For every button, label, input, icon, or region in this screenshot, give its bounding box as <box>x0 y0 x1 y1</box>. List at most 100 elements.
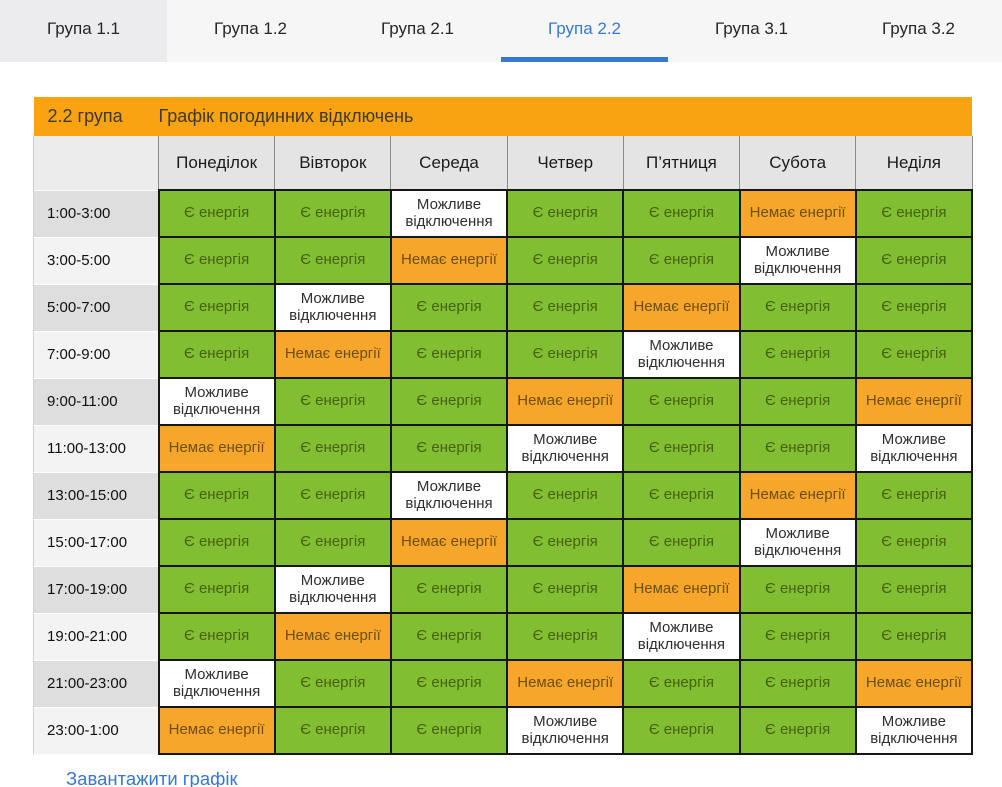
schedule-cell: Можливе відключення <box>854 424 974 473</box>
schedule-cell: Є енергія <box>854 283 974 332</box>
schedule-cell: Є енергія <box>622 236 741 285</box>
schedule-cell: Немає енергії <box>273 612 392 661</box>
schedule-content: 2.2 група Графік погодинних відключень П… <box>0 62 1002 787</box>
schedule-cell: Є енергія <box>389 706 509 755</box>
time-slot-label: 3:00-5:00 <box>33 236 159 285</box>
schedule-cell: Є енергія <box>738 283 857 332</box>
schedule-cell: Є енергія <box>389 659 509 708</box>
schedule-cell: Є енергія <box>738 659 857 708</box>
schedule-cell: Є енергія <box>273 706 392 755</box>
schedule-cell: Є енергія <box>157 612 276 661</box>
schedule-row: 7:00-9:00 Є енергія Немає енергії Є енергія… <box>33 330 974 379</box>
schedule-cell: Є енергія <box>157 330 276 379</box>
schedule-cell: Є енергія <box>506 236 625 285</box>
schedule-cell: Є енергія <box>157 518 276 567</box>
schedule-cell: Є енергія <box>389 330 509 379</box>
schedule-row: 1:00-3:00 Є енергія Є енергія Можливе відкл… <box>33 189 974 238</box>
schedule-cell: Є енергія <box>506 565 625 614</box>
time-slot-label: 11:00-13:00 <box>33 424 159 473</box>
tab-group-1-2[interactable]: Група 1.2 <box>213 18 288 38</box>
tab-group-1-1[interactable]: Група 1.1 <box>0 0 167 62</box>
tab-group-2-2[interactable]: Група 2.2 <box>501 0 668 62</box>
schedule-cell: Є енергія <box>273 659 392 708</box>
schedule-cell: Є енергія <box>157 283 276 332</box>
schedule-cell: Є енергія <box>738 565 857 614</box>
schedule-cell: Можливе відключення <box>622 612 741 661</box>
schedule-cell: Є енергія <box>389 565 509 614</box>
tab-group-3-2[interactable]: Група 3.2 <box>881 18 956 38</box>
schedule-body: 1:00-3:00 Є енергія Є енергія Можливе відкл… <box>33 189 974 755</box>
schedule-cell: Немає енергії <box>738 189 857 238</box>
schedule-row: 3:00-5:00 Є енергія Є енергія Немає енергії… <box>33 236 974 285</box>
time-slot-label: 21:00-23:00 <box>33 659 159 708</box>
schedule-cell: Можливе відключення <box>506 706 625 755</box>
schedule-cell: Немає енергії <box>622 565 741 614</box>
schedule-cell: Є енергія <box>622 706 741 755</box>
schedule-cell: Є енергія <box>622 659 741 708</box>
group-label: 2.2 група <box>47 106 123 126</box>
schedule-cell: Можливе відключення <box>157 659 276 708</box>
schedule-cell: Є енергія <box>157 565 276 614</box>
schedule-cell: Є енергія <box>738 424 857 473</box>
schedule-cell: Можливе відключення <box>506 424 625 473</box>
schedule-cell: Немає енергії <box>854 377 974 426</box>
schedule-cell: Немає енергії <box>854 659 974 708</box>
day-header: Четвер <box>506 136 624 190</box>
schedule-cell: Є енергія <box>738 612 857 661</box>
day-header: Субота <box>739 136 857 190</box>
schedule-cell: Немає енергії <box>622 283 741 332</box>
schedule-cell: Немає енергії <box>506 377 625 426</box>
schedule-cell: Є енергія <box>854 471 974 520</box>
schedule-row: 5:00-7:00 Є енергія Можливе відключення Є е… <box>33 283 974 332</box>
schedule-cell: Є енергія <box>506 330 625 379</box>
schedule-cell: Є енергія <box>157 236 276 285</box>
schedule-cell: Можливе відключення <box>738 518 857 567</box>
schedule-cell: Є енергія <box>622 471 741 520</box>
day-header: Понеділок <box>157 136 276 190</box>
schedule-row: 19:00-21:00 Є енергія Немає енергії Є енерг… <box>33 612 974 661</box>
tab-group-2-1[interactable]: Група 2.1 <box>380 18 455 38</box>
schedule-cell: Немає енергії <box>506 659 625 708</box>
group-tab-bar: Група 1.1 Група 1.2 Група 2.1 Група 2.2 Груп… <box>0 0 1002 62</box>
schedule-cell: Є енергія <box>273 471 392 520</box>
schedule-cell: Можливе відключення <box>157 377 276 426</box>
schedule-cell: Є енергія <box>506 612 625 661</box>
schedule-cell: Можливе відключення <box>622 330 741 379</box>
schedule-cell: Немає енергії <box>738 471 857 520</box>
schedule-cell: Є енергія <box>622 377 741 426</box>
day-header: Неділя <box>855 136 973 190</box>
schedule-cell: Є енергія <box>389 283 509 332</box>
schedule-cell: Є енергія <box>273 518 392 567</box>
corner-cell <box>33 136 159 190</box>
day-header-row: Понеділок Вівторок Середа Четвер П’ятниця Суб… <box>33 136 973 190</box>
tab-group-3-1[interactable]: Група 3.1 <box>714 18 789 38</box>
schedule-cell: Є енергія <box>157 189 276 238</box>
time-slot-label: 13:00-15:00 <box>33 471 159 520</box>
schedule-row: 17:00-19:00 Є енергія Можливе відключення Є… <box>33 565 974 614</box>
schedule-cell: Є енергія <box>854 189 974 238</box>
day-header: П’ятниця <box>622 136 741 190</box>
schedule-row: 13:00-15:00 Є енергія Є енергія Можливе від… <box>33 471 974 520</box>
schedule-cell: Є енергія <box>389 377 509 426</box>
schedule-cell: Є енергія <box>389 612 509 661</box>
schedule-row: 9:00-11:00 Можливе відключення Є енергія Є … <box>33 377 974 426</box>
schedule-cell: Є енергія <box>854 330 974 379</box>
schedule-cell: Є енергія <box>506 471 625 520</box>
schedule-cell: Є енергія <box>854 236 974 285</box>
time-slot-label: 7:00-9:00 <box>33 330 159 379</box>
schedule-cell: Є енергія <box>738 330 857 379</box>
schedule-cell: Можливе відключення <box>854 706 974 755</box>
time-slot-label: 17:00-19:00 <box>33 565 159 614</box>
schedule-cell: Є енергія <box>738 377 857 426</box>
download-schedule-link[interactable]: Завантажити графік <box>66 768 238 787</box>
day-header: Вівторок <box>274 136 392 190</box>
schedule-cell: Немає енергії <box>389 236 509 285</box>
schedule-cell: Є енергія <box>854 565 974 614</box>
schedule-cell: Є енергія <box>622 424 741 473</box>
time-slot-label: 9:00-11:00 <box>33 377 159 426</box>
schedule-cell: Є енергія <box>273 189 392 238</box>
schedule-cell: Є енергія <box>506 283 625 332</box>
schedule-cell: Є енергія <box>622 189 741 238</box>
schedule-cell: Є енергія <box>273 377 392 426</box>
schedule-cell: Є енергія <box>157 471 276 520</box>
